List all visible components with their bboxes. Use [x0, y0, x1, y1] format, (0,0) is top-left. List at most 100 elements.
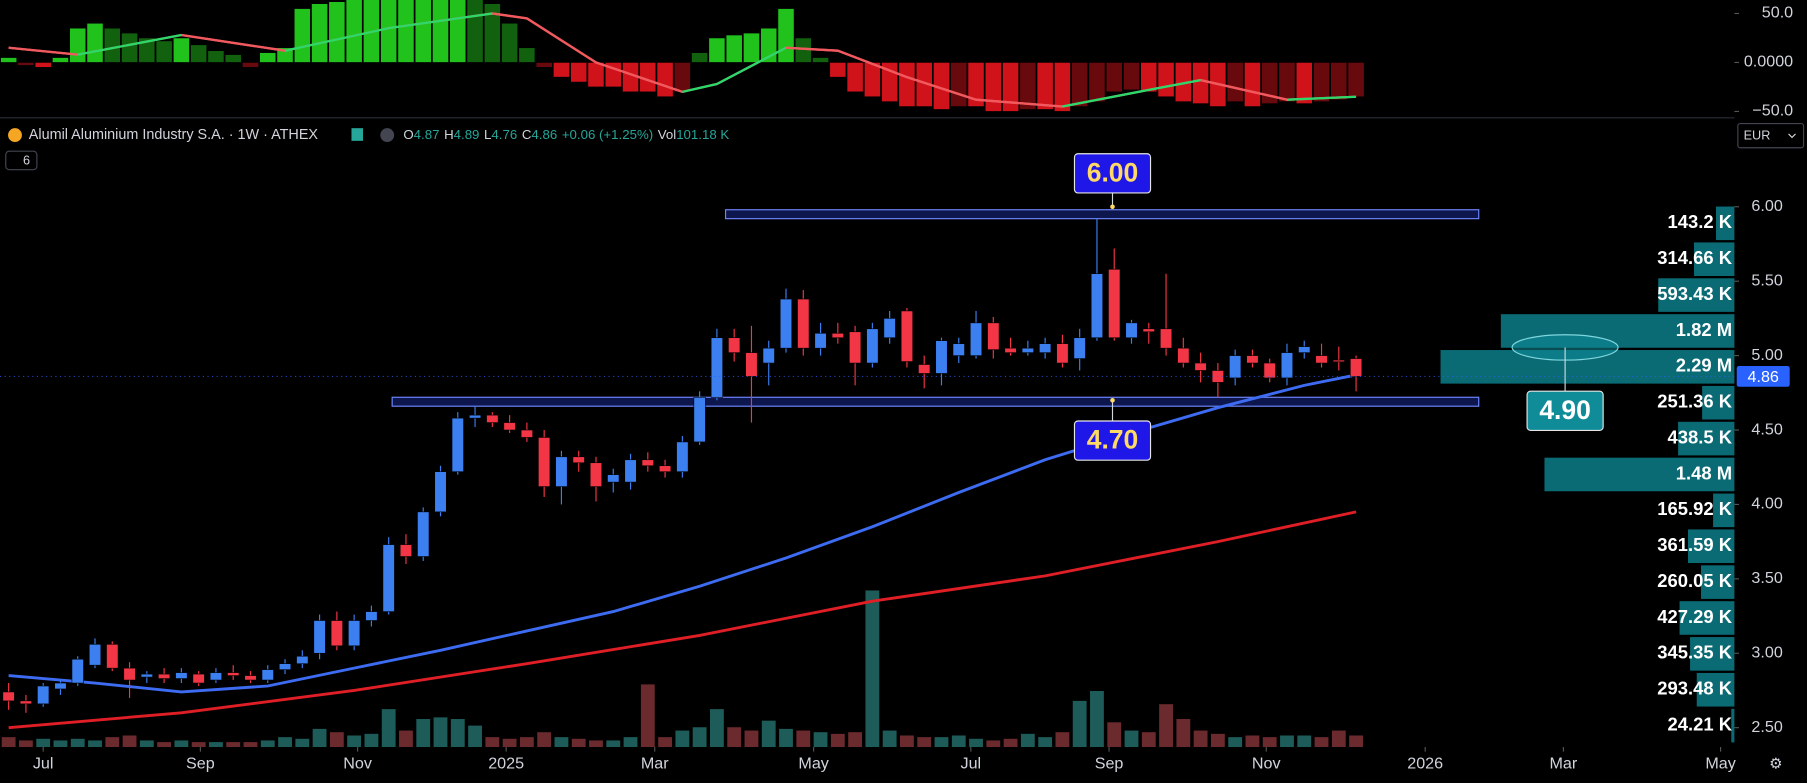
candle-body: [54, 682, 67, 690]
histogram-bar: [812, 57, 829, 63]
volume-bar: [727, 727, 742, 748]
candle-body: [762, 347, 775, 364]
currency-select[interactable]: [1737, 122, 1805, 149]
volume-bar: [485, 737, 500, 748]
candle-body: [641, 459, 654, 467]
volume-bar: [571, 738, 586, 748]
volume-bar: [53, 740, 68, 748]
candle-body: [296, 655, 309, 664]
histogram-bar: [86, 22, 104, 63]
candle-body: [849, 331, 862, 364]
histogram-bar: [518, 47, 536, 63]
volume-bar: [226, 742, 241, 748]
candle-body: [261, 669, 274, 681]
histogram-bar: [34, 62, 52, 68]
hide-button[interactable]: [380, 128, 395, 143]
y-tick-label: 4.50: [1751, 420, 1782, 438]
volume-bar: [468, 725, 482, 748]
histogram-bar: [570, 62, 588, 83]
histogram-bar: [1347, 62, 1365, 98]
histogram-bar: [173, 37, 190, 63]
volume-bar: [1020, 733, 1035, 748]
oscillator-segment: [1062, 88, 1149, 108]
volume-bar: [1280, 735, 1294, 748]
histogram-bar: [1192, 62, 1209, 104]
candle-body: [1073, 337, 1086, 359]
moving-average: [8, 510, 1357, 730]
volume-profile-bar: [1701, 565, 1735, 599]
volume-bar: [1193, 730, 1208, 748]
ohlc-key: O: [403, 127, 413, 142]
candle-body: [900, 310, 913, 362]
x-tick-label: Jul: [961, 755, 982, 773]
flag-icon: [351, 128, 364, 141]
oscillator-segment: [595, 61, 683, 93]
candle-body: [417, 511, 430, 557]
candle-body: [797, 298, 810, 349]
x-tick-label: Nov: [343, 755, 372, 773]
histogram-bar: [1071, 62, 1089, 107]
histogram-bar: [380, 0, 398, 63]
volume-bar: [1297, 735, 1312, 748]
volume-bar: [796, 730, 811, 748]
histogram-bar: [311, 3, 328, 63]
histogram-bar: [725, 34, 743, 63]
settings-icon[interactable]: ⚙: [1769, 755, 1782, 772]
ohlc-key: H: [444, 127, 454, 142]
candle-body: [728, 337, 741, 353]
candle-body: [607, 474, 620, 483]
candle-body: [1350, 358, 1363, 377]
histogram-bar: [293, 8, 311, 63]
candle-body: [814, 332, 827, 349]
indicators-toggle[interactable]: [5, 150, 38, 171]
ohlc-value: 4.89: [454, 127, 480, 142]
oscillator-segment: [975, 98, 1063, 108]
candle-body: [831, 332, 844, 339]
volume-bar: [1055, 732, 1070, 748]
oscillator-segment: [1286, 95, 1357, 101]
candle-body: [88, 644, 102, 666]
histogram-bar: [432, 0, 449, 63]
volume-bar: [623, 737, 638, 748]
annotation-label: 6.00: [1087, 157, 1139, 187]
volume-bar: [139, 740, 154, 748]
histogram-bar: [656, 62, 674, 98]
candle-body: [37, 685, 50, 705]
volume-bar: [1141, 732, 1156, 748]
annotation-label: 4.90: [1539, 395, 1591, 425]
volume-profile-label: 165.92 K: [1657, 498, 1732, 519]
volume-profile-label: 143.2 K: [1668, 211, 1733, 232]
y-tick-label: 3.00: [1751, 644, 1782, 662]
candle-body: [244, 675, 257, 681]
candle-body: [1039, 343, 1052, 353]
histogram-bar: [984, 62, 1002, 112]
x-tick-label: May: [798, 755, 829, 773]
price-pane: 6.00 5.50 5.00 4.50 4.00 3.50 3.00 2.50 Jul Sep No…: [0, 153, 1790, 773]
volume-profile-label: 24.21 K: [1668, 714, 1733, 735]
histogram-bar: [242, 62, 259, 68]
volume-bar: [416, 719, 431, 748]
volume-profile-bar: [1690, 637, 1735, 671]
candle-body: [19, 700, 32, 705]
volume-profile-bar: [1544, 457, 1735, 492]
histogram-bar: [1244, 62, 1261, 107]
histogram-bar: [1140, 62, 1158, 93]
candle-body: [538, 437, 551, 487]
last-price-label: 4.86: [1748, 368, 1779, 386]
histogram-bar: [69, 27, 87, 63]
y-tick-label: −50.0: [1752, 102, 1793, 120]
volume-bar: [1245, 735, 1260, 748]
histogram-bar: [103, 27, 121, 63]
candle-body: [1090, 273, 1104, 339]
candle-body: [486, 414, 499, 423]
ohlc-values: O4.87 H4.89 L4.76 C4.86 +0.06 (+1.25%) Vol101…: [403, 127, 729, 142]
histogram-bar: [846, 62, 864, 93]
volume-profile-bar: [1687, 529, 1735, 564]
volume-value: 101.18 K: [676, 127, 729, 142]
volume-bar: [848, 732, 863, 748]
volume-bar: [986, 740, 1001, 748]
ohlc-value: 4.87: [414, 127, 440, 142]
candle-body: [520, 429, 533, 438]
histogram-bar: [1226, 62, 1244, 102]
histogram-bar: [1330, 62, 1348, 100]
